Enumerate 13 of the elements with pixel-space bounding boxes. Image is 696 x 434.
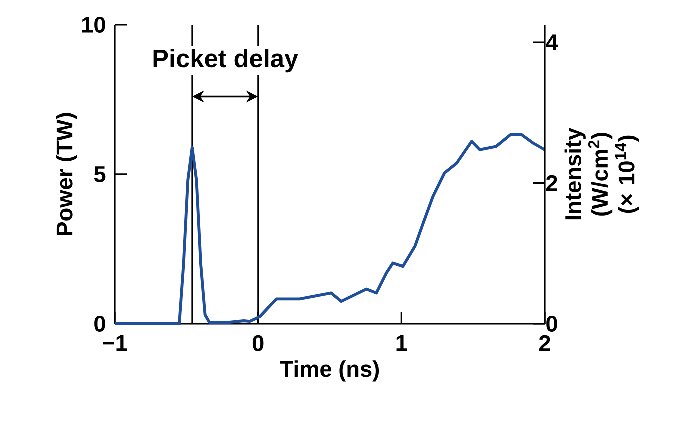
y2-tick-label: 0 (546, 316, 558, 332)
x-tick-label: 0 (252, 335, 264, 352)
x-tick-label: 2 (539, 335, 550, 352)
y-tick-label: 10 (82, 16, 106, 34)
y-tick-label: 0 (94, 316, 106, 332)
y2-tick-label: 4 (546, 34, 558, 50)
x-tick-label: 1 (396, 335, 408, 351)
x-axis-title: Time (ns) (280, 360, 380, 382)
y-axis-title: Power (TW) (56, 113, 78, 236)
y-tick-label: 5 (94, 166, 106, 182)
x-tick-label: −1 (103, 335, 128, 351)
annotation: Picket delay (154, 49, 298, 73)
y2-tick-label: 2 (546, 175, 558, 192)
